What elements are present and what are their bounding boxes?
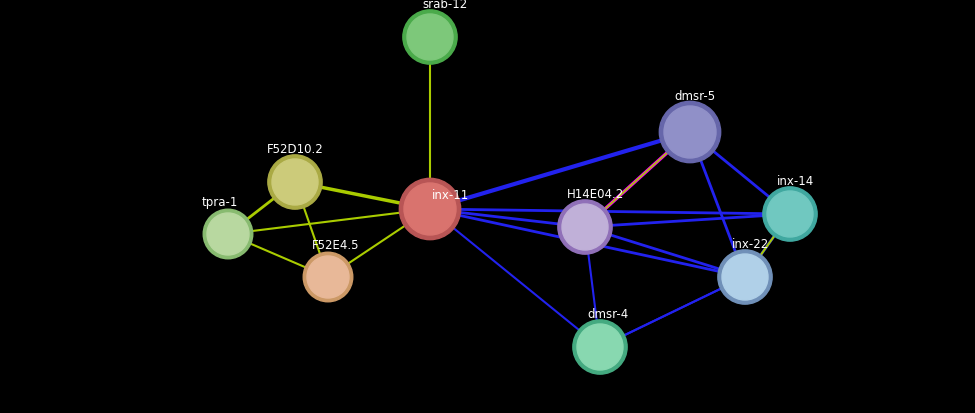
Text: inx-11: inx-11 [432,189,469,202]
Circle shape [207,214,249,255]
Circle shape [659,102,721,163]
Circle shape [722,254,768,300]
Text: tpra-1: tpra-1 [202,195,238,209]
Circle shape [767,192,813,237]
Text: dmsr-4: dmsr-4 [587,307,628,320]
Text: srab-12: srab-12 [422,0,467,11]
Circle shape [404,183,456,235]
Text: inx-22: inx-22 [732,237,769,250]
Circle shape [762,188,817,242]
Text: inx-14: inx-14 [777,175,814,188]
Circle shape [268,155,322,210]
Circle shape [577,324,623,370]
Text: F52E4.5: F52E4.5 [312,238,360,252]
Circle shape [307,256,349,298]
Circle shape [403,11,457,65]
Circle shape [272,159,318,206]
Circle shape [303,253,353,302]
Circle shape [573,320,627,374]
Circle shape [407,15,453,61]
Circle shape [558,200,612,254]
Circle shape [203,210,253,259]
Text: dmsr-5: dmsr-5 [674,90,715,103]
Circle shape [562,204,608,250]
Text: F52D10.2: F52D10.2 [267,142,324,156]
Circle shape [718,250,772,304]
Circle shape [400,179,460,240]
Circle shape [664,107,716,159]
Text: H14E04.2: H14E04.2 [567,188,624,201]
